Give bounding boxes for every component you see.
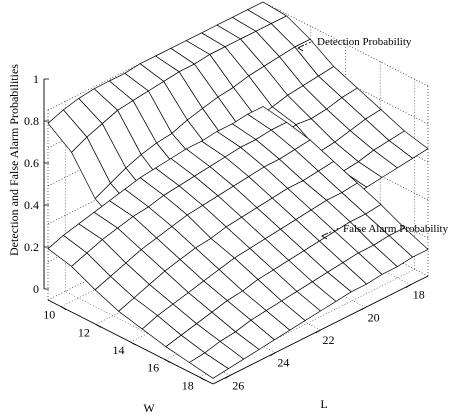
l-tick-label: 18 <box>413 288 425 302</box>
annotation-leader <box>297 40 314 49</box>
l-tick-label: 20 <box>368 310 380 324</box>
surface-layer <box>47 1 429 379</box>
w-axis-label: W <box>143 401 155 415</box>
w-tick-label: 16 <box>147 361 159 375</box>
annot-layer: Detection Probability False Alarm Probabi… <box>297 36 449 240</box>
surface-cell <box>188 352 230 379</box>
l-tick-label: 26 <box>232 378 244 392</box>
z-tick-label: 0.4 <box>24 198 39 212</box>
l-axis-label: L <box>320 397 327 411</box>
l-tick-label: 24 <box>277 356 289 370</box>
w-tick-mark <box>164 359 171 363</box>
l-tick-mark <box>224 375 231 379</box>
annotation-arrowhead <box>321 232 329 240</box>
w-tick-label: 10 <box>43 308 55 322</box>
w-tick-mark <box>130 341 136 346</box>
z-tick-label: 0 <box>33 282 39 296</box>
w-tick-label: 18 <box>182 378 194 392</box>
l-tick-mark <box>315 329 321 334</box>
side-wall-gridline <box>262 39 429 125</box>
side-wall-gridline <box>262 1 429 87</box>
w-tick-label: 14 <box>113 343 125 357</box>
axis-layer: Detection and False Alarm Probabilities W… <box>7 64 429 415</box>
w-tick-mark <box>95 324 102 328</box>
z-tick-label: 1 <box>33 72 39 86</box>
l-tick-mark <box>405 284 412 288</box>
l-tick-mark <box>360 306 366 311</box>
z-tick-label: 0.8 <box>24 114 39 128</box>
w-tick-label: 12 <box>78 325 90 339</box>
l-tick-label: 22 <box>323 333 335 347</box>
annotation-arrowhead <box>297 44 305 52</box>
annotation-label: Detection Probability <box>317 36 412 48</box>
side-wall-gridline <box>262 115 429 201</box>
z-tick-label: 0.6 <box>24 156 39 170</box>
floor-gridline-w <box>199 269 415 378</box>
w-tick-mark <box>199 376 206 381</box>
tick-layer: 0 0.2 0.4 0.6 0.8 1 10 12 14 16 18 18 20 22 24 26 <box>24 72 425 392</box>
z-tick-label: 0.2 <box>24 240 39 254</box>
w-tick-mark <box>60 306 67 311</box>
annotation-leader <box>321 227 340 237</box>
annotation-label: False Alarm Probability <box>343 223 449 235</box>
z-axis-label: Detection and False Alarm Probabilities <box>7 64 21 256</box>
l-tick-mark <box>270 352 276 357</box>
